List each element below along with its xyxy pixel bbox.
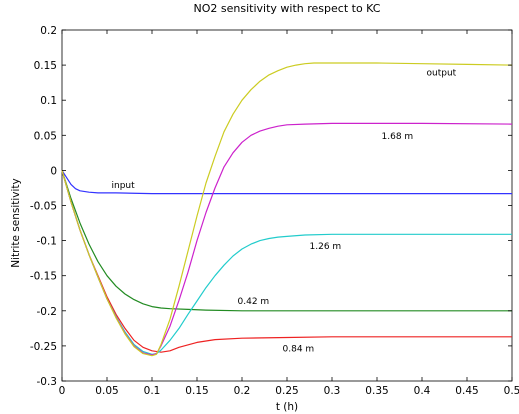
annotation-label: 1.68 m: [382, 132, 414, 142]
y-tick-label: 0.1: [40, 95, 57, 107]
chart-title: NO2 sensitivity with respect to KC: [194, 2, 381, 15]
y-tick-label: 0.05: [34, 130, 57, 142]
plot-frame: [61, 29, 513, 382]
plot-area: 0 0.05 0.1 0.15 0.2 0.25 0.3 0.35 0.4 0.45 0.5 -0.3…: [30, 25, 519, 397]
annotation-layer: input output 1.68 m 1.26 m 0.42 m 0.84 m: [112, 69, 457, 355]
series-layer: [61, 62, 513, 357]
series-line-output: [61, 62, 513, 357]
series-line-0-42-m: [61, 170, 512, 312]
series-line-input: [61, 170, 512, 195]
x-tick-label: 0.4: [414, 385, 431, 397]
annotation-label: 0.84 m: [283, 345, 315, 355]
series-line-1-68-m: [61, 122, 513, 356]
y-tick-label: -0.15: [30, 271, 57, 283]
y-tick-label: -0.05: [30, 201, 57, 213]
y-tick-label: -0.3: [37, 376, 58, 388]
annotation-label: input: [112, 181, 136, 191]
x-tick-label: 0.2: [234, 385, 251, 397]
x-tick-label: 0: [59, 385, 66, 397]
x-tick-label: 0.35: [365, 385, 388, 397]
annotation-label: 0.42 m: [238, 297, 270, 307]
x-tick-label: 0.45: [455, 385, 478, 397]
x-axis-label: t (h): [276, 401, 298, 413]
ticks-layer: 0 0.05 0.1 0.15 0.2 0.25 0.3 0.35 0.4 0.45 0.5 -0.3…: [30, 25, 519, 397]
y-tick-label: -0.1: [37, 236, 58, 248]
y-tick-label: 0.15: [34, 60, 57, 72]
y-axis-label: Nitrite sensitivity: [10, 178, 22, 268]
x-tick-label: 0.5: [504, 385, 519, 397]
x-tick-label: 0.25: [275, 385, 298, 397]
x-tick-label: 0.05: [95, 385, 118, 397]
y-tick-label: -0.25: [30, 341, 57, 353]
x-tick-label: 0.1: [144, 385, 161, 397]
x-tick-label: 0.3: [324, 385, 341, 397]
y-tick-label: 0.2: [40, 25, 57, 37]
x-tick-label: 0.15: [185, 385, 208, 397]
series-line-0-84-m: [61, 170, 512, 353]
y-tick-label: 0: [50, 165, 57, 177]
y-tick-label: -0.2: [37, 306, 58, 318]
annotation-label: 1.26 m: [310, 242, 342, 252]
series-line-1-26-m: [61, 170, 512, 355]
annotation-label: output: [427, 69, 457, 79]
